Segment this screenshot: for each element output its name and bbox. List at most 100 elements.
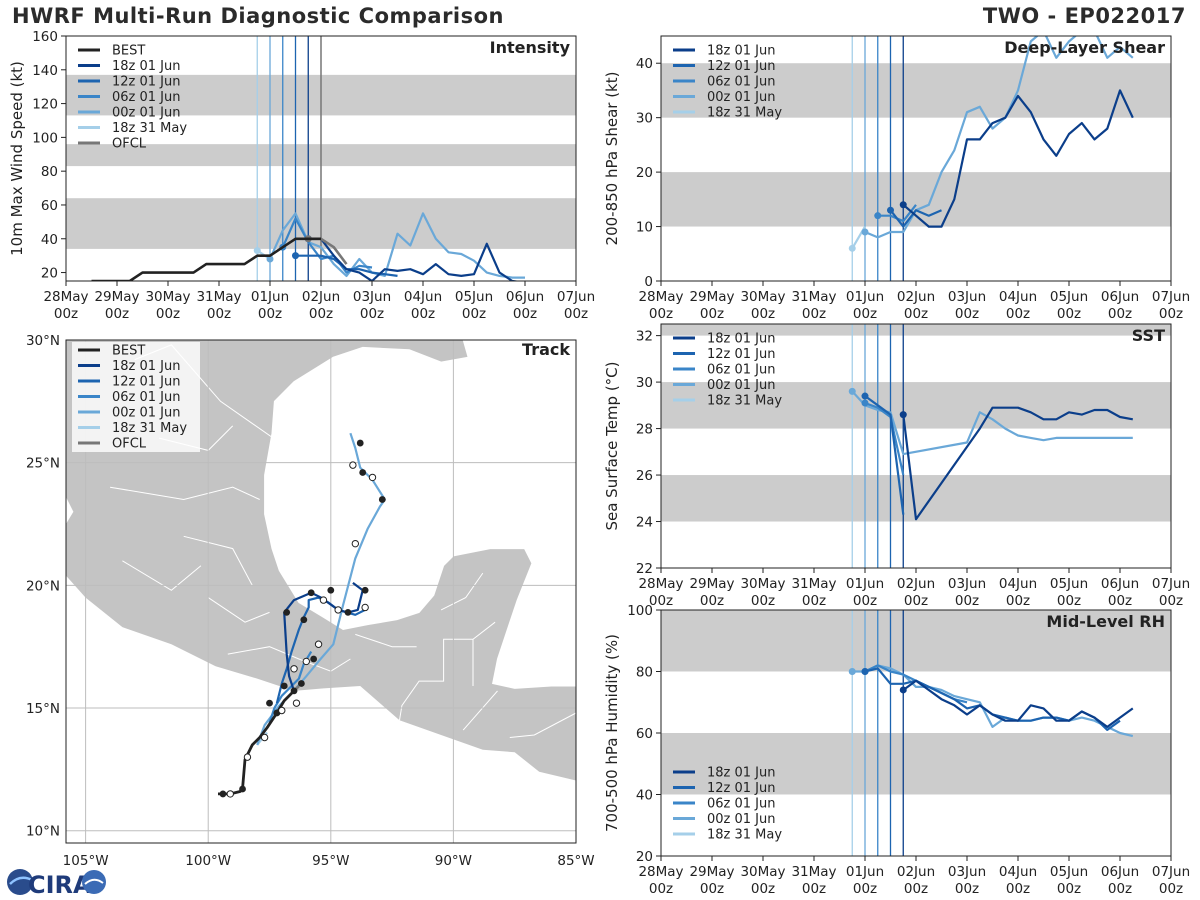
x-tick-label-hour: 00z (904, 306, 928, 322)
y-axis-label: 10m Max Wind Speed (kt) (8, 61, 26, 256)
x-tick-label-hour: 00z (513, 306, 537, 322)
longitude-tick-label: 105°W (63, 853, 109, 869)
x-tick-label-hour: 00z (649, 881, 673, 897)
track-marker-filled (327, 586, 335, 594)
x-tick-label: 02Jun (302, 289, 340, 305)
track-marker-open (243, 753, 252, 761)
track-marker-open (292, 699, 301, 707)
x-tick-label-hour: 00z (207, 306, 231, 322)
series-marker-18z-01-jun (899, 686, 907, 694)
panel-title: SST (1132, 326, 1165, 345)
x-tick-label: 07Jun (1152, 864, 1190, 880)
x-tick-label-hour: 00z (1057, 306, 1081, 322)
x-tick-label: 03Jun (948, 576, 986, 592)
x-tick-label-hour: 00z (1006, 306, 1030, 322)
threshold-band (661, 63, 1171, 118)
y-tick-label: 40 (41, 232, 58, 248)
threshold-band (661, 172, 1171, 227)
legend-label: 06z 01 Jun (112, 90, 181, 105)
track-marker-open (302, 657, 310, 666)
x-tick-label: 02Jun (897, 289, 935, 305)
track-marker-open (351, 539, 360, 548)
legend-label: 18z 31 May (112, 421, 187, 436)
legend-label: 06z 01 Jun (707, 363, 776, 378)
y-tick-label: 0 (644, 274, 653, 290)
x-tick-label-hour: 00z (1108, 881, 1132, 897)
x-tick-label: 03Jun (353, 289, 391, 305)
y-tick-label: 22 (636, 561, 653, 577)
y-tick-label: 100 (627, 603, 653, 619)
x-tick-label-hour: 00z (853, 593, 877, 609)
x-tick-label-hour: 00z (462, 306, 486, 322)
x-tick-label-hour: 00z (564, 306, 588, 322)
panel-title: Mid-Level RH (1046, 612, 1165, 631)
x-tick-label-hour: 00z (1159, 306, 1183, 322)
panel-title: Intensity (490, 38, 571, 57)
series-line-00z-01-jun (851, 390, 1133, 456)
x-tick-label: 06Jun (1101, 289, 1139, 305)
x-tick-label-hour: 00z (955, 593, 979, 609)
plot-area (661, 324, 1171, 568)
x-tick-label: 30May (740, 576, 785, 592)
series-line-12z-01-jun (889, 209, 942, 228)
track-marker-filled (239, 785, 246, 793)
series-line-18z-01-jun (902, 89, 1134, 228)
x-tick-label: 05Jun (1050, 289, 1088, 305)
page-title: HWRF Multi-Run Diagnostic Comparison (12, 4, 505, 28)
track-marker-filled (344, 608, 352, 616)
track-marker-open (361, 603, 369, 612)
legend-label: 12z 01 Jun (112, 375, 181, 390)
x-tick-label: 28May (638, 576, 683, 592)
legend-label: 12z 01 Jun (112, 75, 181, 90)
track-marker-filled (378, 496, 386, 503)
series-marker-00z-01-jun (266, 255, 274, 263)
logo-badge-icon (82, 870, 106, 894)
track-marker-open (319, 596, 328, 604)
series-line-06z-01-jun (864, 401, 905, 476)
series-line-18z-01-jun (308, 237, 521, 281)
series-marker-18z-01-jun (899, 411, 907, 419)
y-tick-label: 32 (636, 329, 653, 345)
x-tick-label-hour: 00z (802, 593, 826, 609)
x-tick-label: 06Jun (1101, 864, 1139, 880)
track-marker-open (226, 790, 234, 798)
x-tick-label-hour: 00z (258, 306, 282, 322)
political-border (440, 572, 484, 611)
legend-label: BEST (112, 344, 145, 359)
x-tick-label-hour: 00z (309, 306, 333, 322)
x-tick-label: 28May (43, 289, 88, 305)
x-tick-label-hour: 00z (1108, 593, 1132, 609)
y-axis-label: Sea Surface Temp (°C) (603, 361, 621, 530)
x-tick-label: 05Jun (1050, 864, 1088, 880)
x-tick-label: 29May (689, 289, 734, 305)
x-tick-label-hour: 00z (1057, 881, 1081, 897)
legend-label: OFCL (112, 437, 147, 452)
y-tick-label: 28 (636, 422, 653, 438)
series-marker-00z-01-jun (848, 668, 856, 675)
legend-label: 18z 31 May (707, 106, 782, 121)
track-marker-open (260, 733, 269, 742)
x-tick-label-hour: 00z (955, 881, 979, 897)
plot-area (661, 36, 1171, 281)
x-tick-label-hour: 00z (360, 306, 384, 322)
latitude-tick-label: 15°N (26, 701, 60, 717)
political-border (355, 633, 417, 648)
x-tick-label-hour: 00z (1006, 881, 1030, 897)
legend-label: 00z 01 Jun (112, 106, 181, 121)
x-tick-label-hour: 00z (700, 593, 724, 609)
x-tick-label-hour: 00z (751, 881, 775, 897)
legend-label: 18z 01 Jun (112, 359, 181, 374)
panel-intensity: 2040608010012014016028May00z29May00z30Ma… (8, 29, 595, 322)
political-border (122, 560, 202, 591)
x-tick-label: 31May (791, 289, 836, 305)
logo-badge-wave (84, 878, 104, 885)
x-tick-label-hour: 00z (1006, 593, 1030, 609)
x-tick-label-hour: 00z (904, 593, 928, 609)
x-tick-label-hour: 00z (649, 306, 673, 322)
plot-area (661, 610, 1171, 856)
longitude-tick-label: 85°W (557, 853, 594, 869)
track-marker-open (278, 706, 286, 715)
series-line-00z-01-jun (268, 212, 525, 279)
y-tick-label: 80 (41, 164, 58, 180)
longitude-tick-label: 90°W (435, 853, 472, 869)
